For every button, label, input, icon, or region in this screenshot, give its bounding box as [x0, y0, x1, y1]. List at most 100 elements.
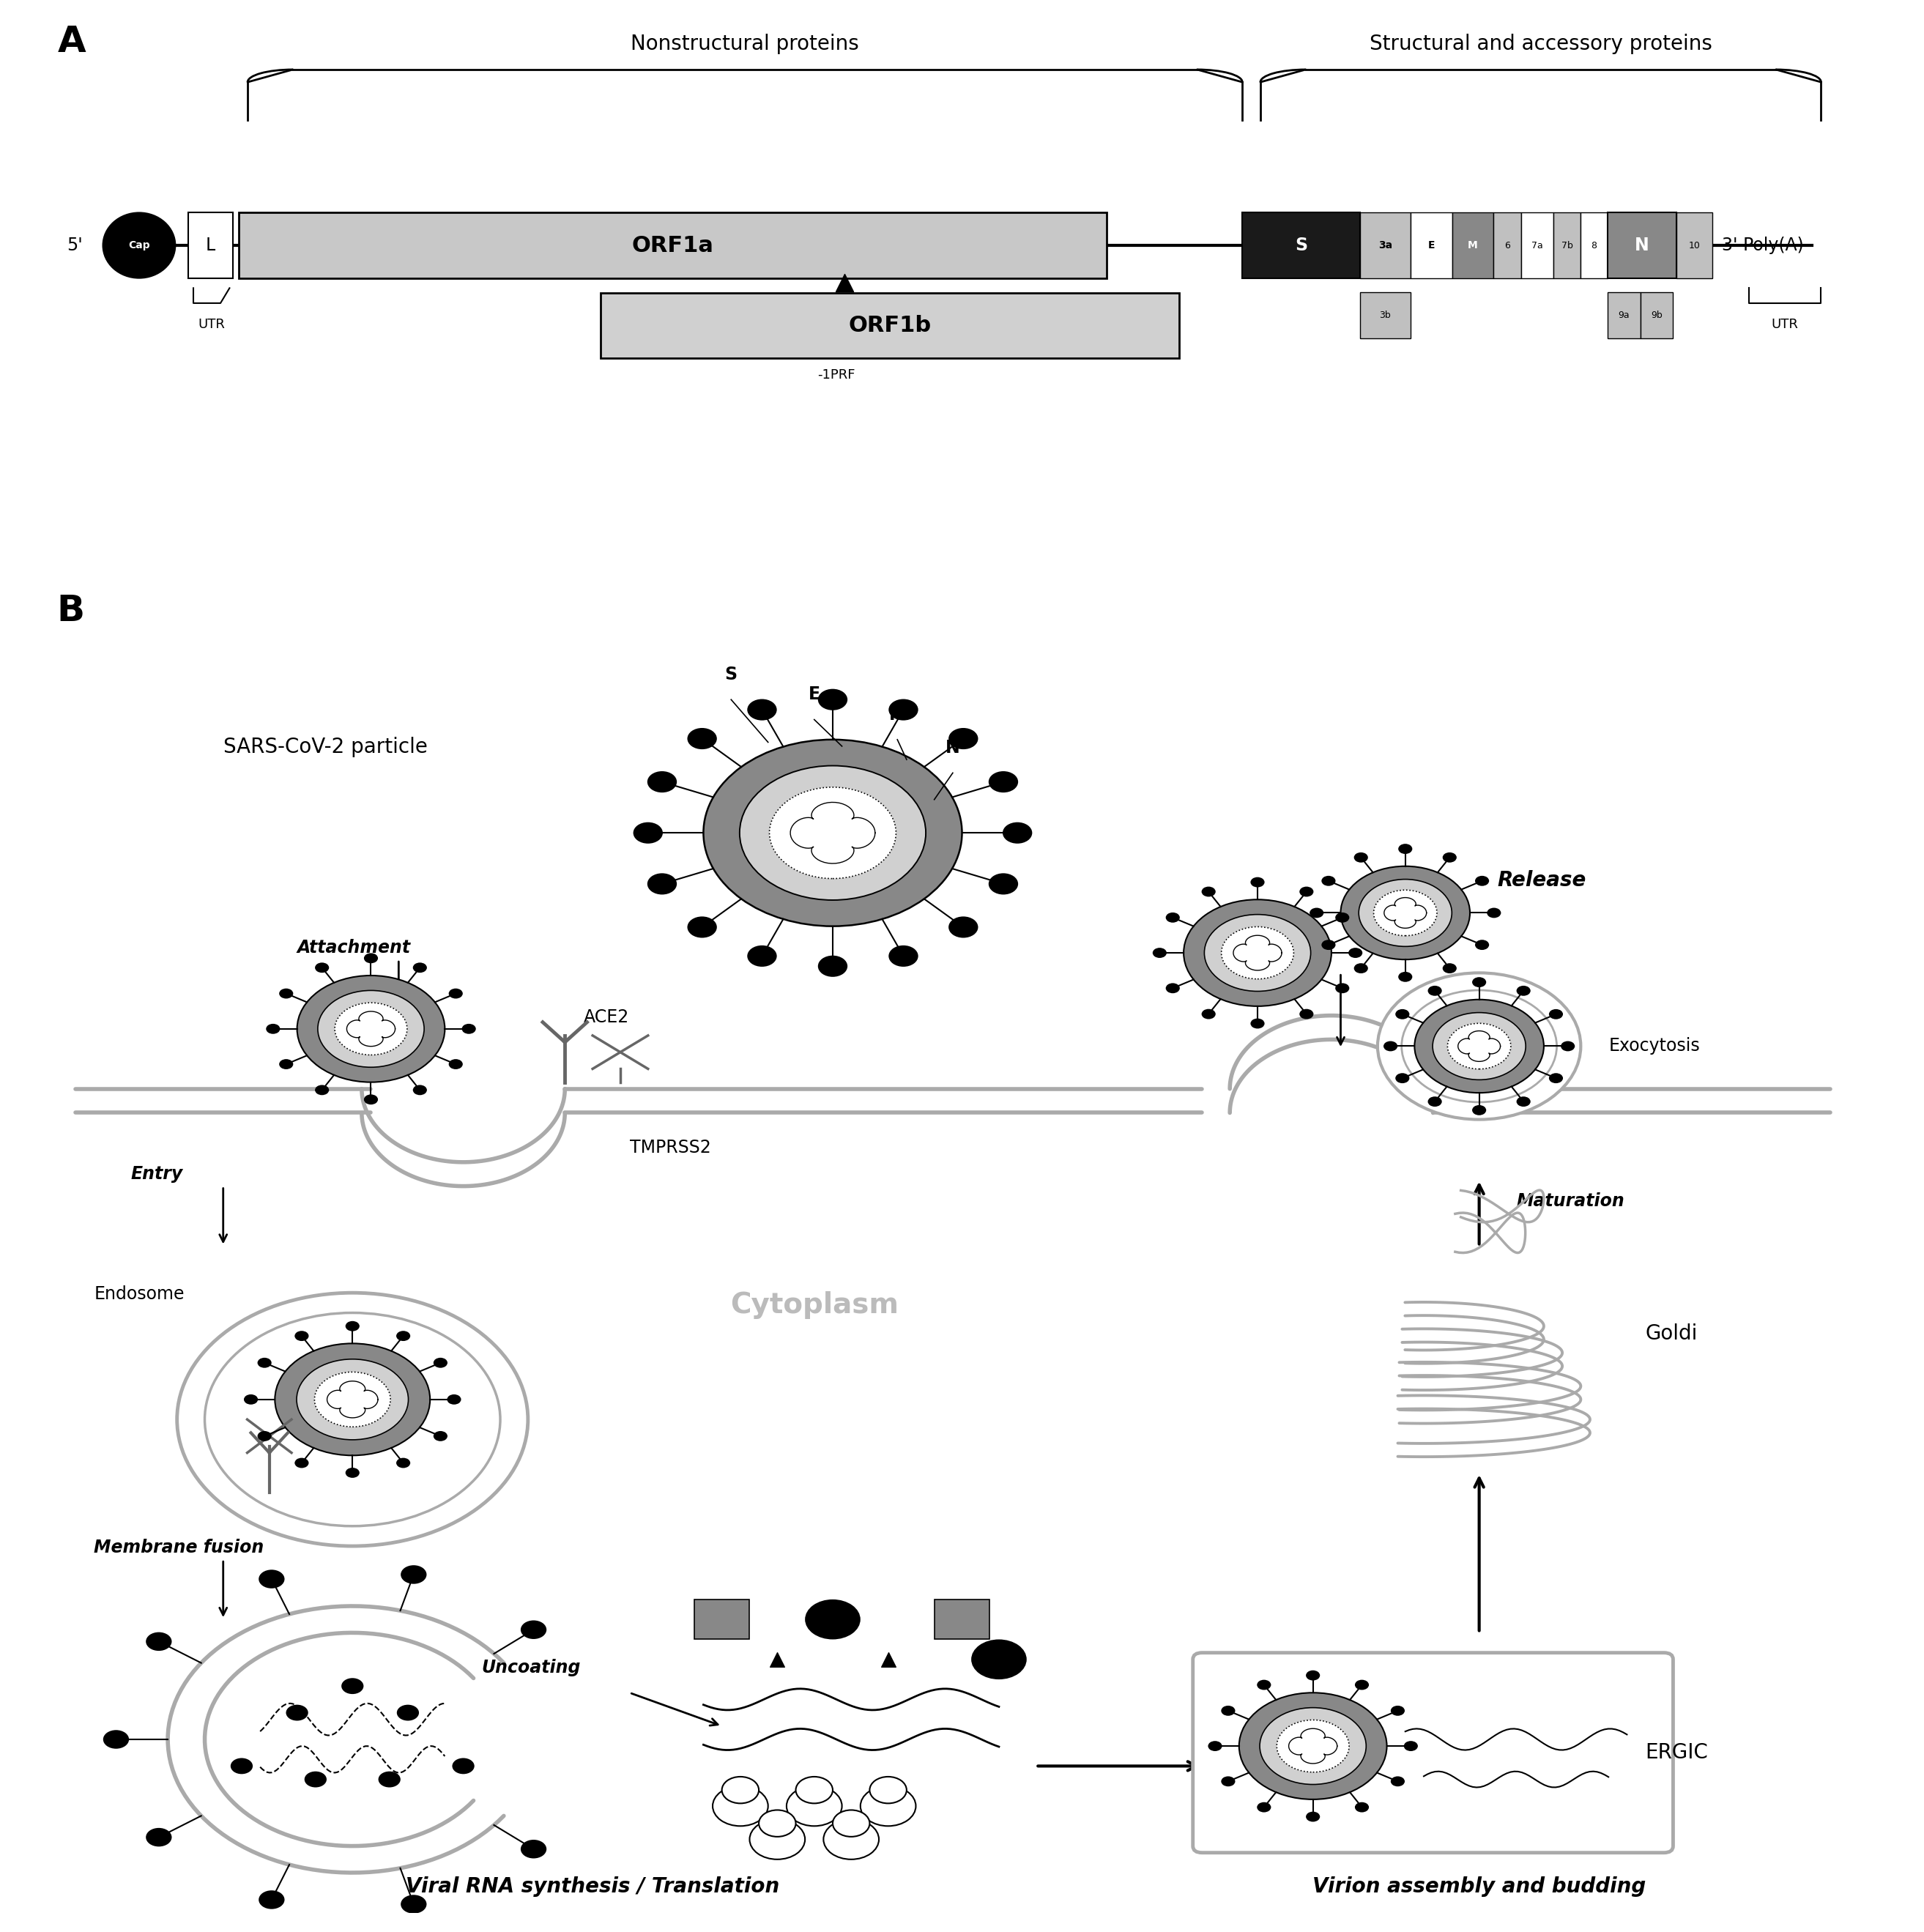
Circle shape	[231, 1758, 252, 1774]
Circle shape	[1202, 887, 1216, 896]
Circle shape	[1395, 1072, 1410, 1084]
Circle shape	[1256, 1679, 1272, 1690]
Circle shape	[1354, 1679, 1368, 1690]
Circle shape	[712, 1785, 768, 1826]
Circle shape	[275, 1343, 431, 1455]
Text: E: E	[808, 686, 820, 703]
Circle shape	[1391, 1706, 1405, 1716]
Text: Uncoating: Uncoating	[481, 1660, 581, 1677]
Bar	[1676, 213, 1712, 278]
Text: M: M	[889, 705, 906, 723]
Text: 9a: 9a	[1618, 311, 1630, 321]
Circle shape	[1306, 1812, 1320, 1822]
Circle shape	[1152, 949, 1166, 958]
Circle shape	[1399, 844, 1412, 854]
Bar	[1360, 292, 1410, 338]
Circle shape	[1354, 964, 1368, 974]
Text: 7a: 7a	[1532, 242, 1543, 249]
Bar	[239, 213, 1106, 278]
Circle shape	[448, 989, 464, 999]
Circle shape	[1405, 1741, 1418, 1750]
Text: Cap: Cap	[129, 240, 150, 251]
Circle shape	[316, 962, 329, 972]
Text: Release: Release	[1497, 869, 1587, 891]
Circle shape	[1428, 1097, 1441, 1107]
Circle shape	[1443, 964, 1456, 974]
Circle shape	[1310, 908, 1324, 918]
Text: 9b: 9b	[1651, 311, 1662, 321]
Circle shape	[818, 690, 847, 711]
Circle shape	[823, 1820, 879, 1859]
Circle shape	[833, 1810, 870, 1837]
Circle shape	[364, 952, 377, 964]
Bar	[1360, 213, 1410, 278]
Circle shape	[266, 1024, 281, 1034]
Text: ORF1b: ORF1b	[848, 315, 931, 336]
Circle shape	[1278, 1719, 1349, 1772]
Text: TMPRSS2: TMPRSS2	[629, 1138, 710, 1157]
Text: S: S	[1295, 236, 1308, 255]
Circle shape	[1560, 1041, 1576, 1051]
Text: 7b: 7b	[1560, 242, 1572, 249]
Circle shape	[396, 1459, 410, 1468]
Circle shape	[1358, 879, 1453, 947]
Text: Membrane fusion: Membrane fusion	[94, 1538, 264, 1557]
Circle shape	[1341, 866, 1470, 960]
Circle shape	[296, 1358, 408, 1439]
Text: 3' Poly(A): 3' Poly(A)	[1722, 236, 1803, 255]
Circle shape	[1239, 1692, 1387, 1799]
Circle shape	[860, 1785, 916, 1826]
Bar	[1580, 213, 1608, 278]
Circle shape	[750, 1820, 804, 1859]
Circle shape	[304, 1772, 327, 1787]
Circle shape	[989, 771, 1018, 792]
Text: 6: 6	[1505, 242, 1510, 249]
Circle shape	[448, 1059, 464, 1068]
Circle shape	[294, 1459, 308, 1468]
Circle shape	[1549, 1009, 1562, 1020]
Circle shape	[1322, 875, 1335, 887]
Circle shape	[1335, 912, 1349, 923]
Circle shape	[1183, 900, 1331, 1007]
Circle shape	[346, 1468, 360, 1478]
Text: Exocytosis: Exocytosis	[1608, 1037, 1699, 1055]
Text: Virion assembly and budding: Virion assembly and budding	[1312, 1876, 1645, 1897]
Point	[829, 269, 860, 299]
Ellipse shape	[104, 213, 175, 278]
Circle shape	[1433, 1012, 1526, 1080]
Circle shape	[258, 1569, 285, 1588]
Circle shape	[646, 873, 677, 895]
Circle shape	[452, 1758, 475, 1774]
Bar	[1453, 213, 1493, 278]
Circle shape	[1354, 852, 1368, 862]
Bar	[935, 1600, 989, 1640]
Circle shape	[1476, 939, 1489, 951]
Point	[762, 1644, 793, 1675]
Text: M: M	[1468, 240, 1478, 251]
Text: 5': 5'	[67, 236, 83, 255]
Circle shape	[687, 728, 718, 750]
Circle shape	[521, 1621, 546, 1638]
Circle shape	[1374, 891, 1437, 935]
Circle shape	[258, 1889, 285, 1909]
Circle shape	[747, 699, 777, 721]
Circle shape	[747, 945, 777, 966]
Circle shape	[204, 1314, 500, 1526]
Circle shape	[433, 1358, 448, 1368]
Circle shape	[1414, 999, 1543, 1094]
Circle shape	[889, 945, 918, 966]
Circle shape	[687, 916, 718, 937]
Circle shape	[316, 1086, 329, 1095]
Circle shape	[1391, 1776, 1405, 1787]
Circle shape	[341, 1679, 364, 1694]
Text: B: B	[58, 593, 85, 628]
Bar	[1641, 292, 1672, 338]
Circle shape	[462, 1024, 475, 1034]
Circle shape	[633, 823, 662, 844]
Text: Viral RNA synthesis / Translation: Viral RNA synthesis / Translation	[406, 1876, 779, 1897]
Text: Entry: Entry	[131, 1165, 183, 1182]
Circle shape	[1476, 875, 1489, 887]
Circle shape	[1516, 985, 1530, 995]
Circle shape	[1395, 1009, 1410, 1020]
Text: 10: 10	[1689, 242, 1701, 249]
